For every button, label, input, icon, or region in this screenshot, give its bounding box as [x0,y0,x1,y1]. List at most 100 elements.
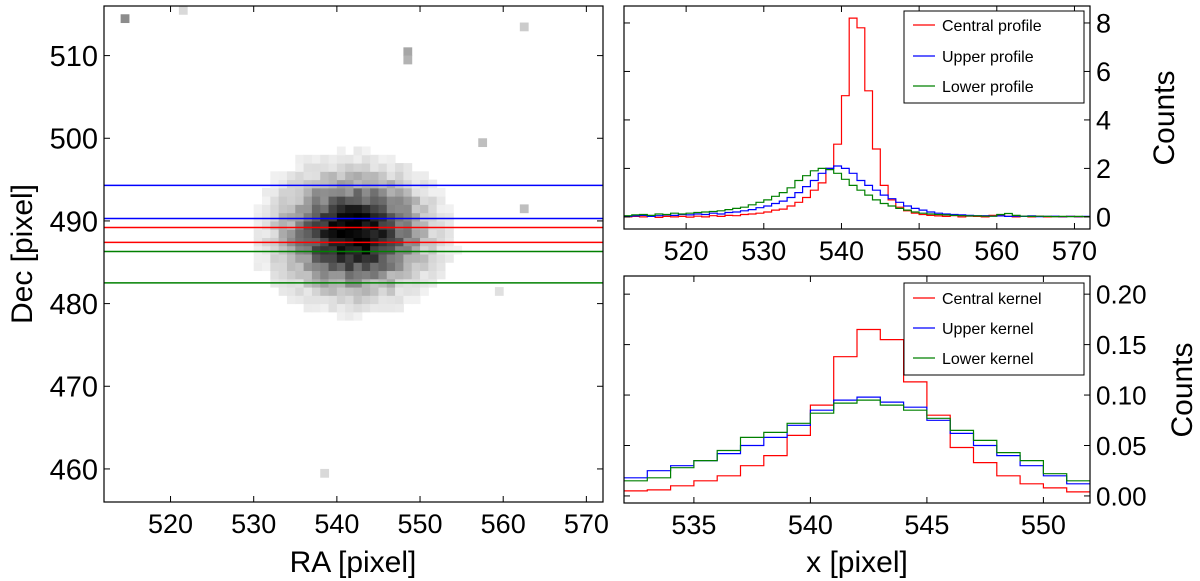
image-pixel [295,196,305,205]
image-pixel [395,229,404,238]
image-pixel [262,245,271,255]
image-pixel [286,204,296,214]
image-pixel [361,254,371,263]
image-pixel [370,220,379,230]
image-pixel [295,179,305,189]
image-pixel [311,229,321,238]
image-pixel [386,229,396,238]
image-pixel [320,196,330,205]
image-pixel [303,171,313,181]
profile-y-tick-label: 8 [1096,9,1111,39]
image-pixel [378,229,388,238]
image-pixel [253,229,263,238]
image-pixel [420,179,429,189]
image-pixel [270,187,280,197]
image-pixel [345,179,354,189]
image-pixel [286,179,296,189]
image-pixel [436,212,446,222]
image-pixel [353,146,363,156]
image-pixel [361,270,371,280]
profile-x-tick-label: 530 [741,236,786,266]
image-pixel [361,154,371,164]
image-speckle [120,14,130,24]
image-pixel [395,179,404,189]
image-pixel [395,204,404,214]
image-pixel [320,171,330,181]
image-pixel [311,196,321,205]
kernel-y-axis-label: Counts [1166,342,1199,437]
image-pixel [411,179,421,189]
image-pixel [386,187,396,197]
image-pixel [320,270,330,280]
image-pixel [353,270,363,280]
image-pixel [336,146,346,156]
image-y-tick-label: 510 [50,41,98,73]
image-pixel [403,262,413,272]
image-pixel [411,270,421,280]
image-pixel [270,171,280,181]
image-pixel [361,187,371,197]
kernel-series-lower-kernel [624,399,1090,482]
image-pixel [311,245,321,255]
profile-lines [104,184,603,284]
image-x-tick-label: 520 [148,509,193,539]
image-pixel [336,187,346,197]
image-pixel [420,254,429,263]
image-pixel [411,187,421,197]
image-pixel [345,311,354,321]
kernel-series-upper-kernel [624,396,1090,485]
image-pixel [361,212,371,222]
image-pixel [345,187,354,197]
image-pixel [403,287,413,296]
image-pixel [428,254,438,263]
image-pixel [353,262,363,272]
image-pixel [420,171,429,181]
image-pixel [436,254,446,263]
image-x-tick-label: 540 [314,509,359,539]
profile-y-tick-label: 0 [1096,203,1111,233]
image-pixel [303,204,313,214]
image-pixel [395,245,404,255]
image-pixel [328,254,338,263]
image-pixel [328,220,338,230]
image-pixel [370,262,379,272]
image-pixel [370,303,379,313]
image-pixel [303,154,313,164]
image-pixel [378,254,388,263]
image-pixel [328,270,338,280]
image-pixel [270,229,280,238]
kernel-x-axis-label: x [pixel] [806,546,908,579]
image-pixel [262,229,271,238]
image-pixel [361,287,371,296]
image-pixel [303,245,313,255]
image-pixel [403,187,413,197]
image-pixel [328,287,338,296]
image-pixel [428,220,438,230]
image-pixel [428,245,438,255]
image-frame [103,5,604,503]
image-pixel [295,229,305,238]
image-pixel [286,270,296,280]
image-pixel [420,229,429,238]
image-pixel [262,204,271,214]
image-pixel [270,204,280,214]
image-speckle [178,6,188,15]
image-pixel [420,245,429,255]
image-pixel [278,212,288,222]
image-pixel [353,204,363,214]
image-pixel [311,154,321,164]
image-pixel [336,220,346,230]
image-pixel [370,295,379,305]
image-pixel [361,220,371,230]
image-pixel [403,179,413,189]
image-panel: 520 530 540 550 560 570 460 470 480 490 500 510 RA… [6,5,609,579]
image-pixel [295,171,305,181]
image-pixel [345,212,354,222]
profile-y-ticks: 0 2 4 6 8 [624,9,1111,233]
image-pixel [411,171,421,181]
image-pixel [411,287,421,296]
profile-y-tick-label: 6 [1096,57,1111,87]
image-pixel [395,187,404,197]
image-x-tick-label: 550 [398,509,443,539]
image-pixel [370,171,379,181]
